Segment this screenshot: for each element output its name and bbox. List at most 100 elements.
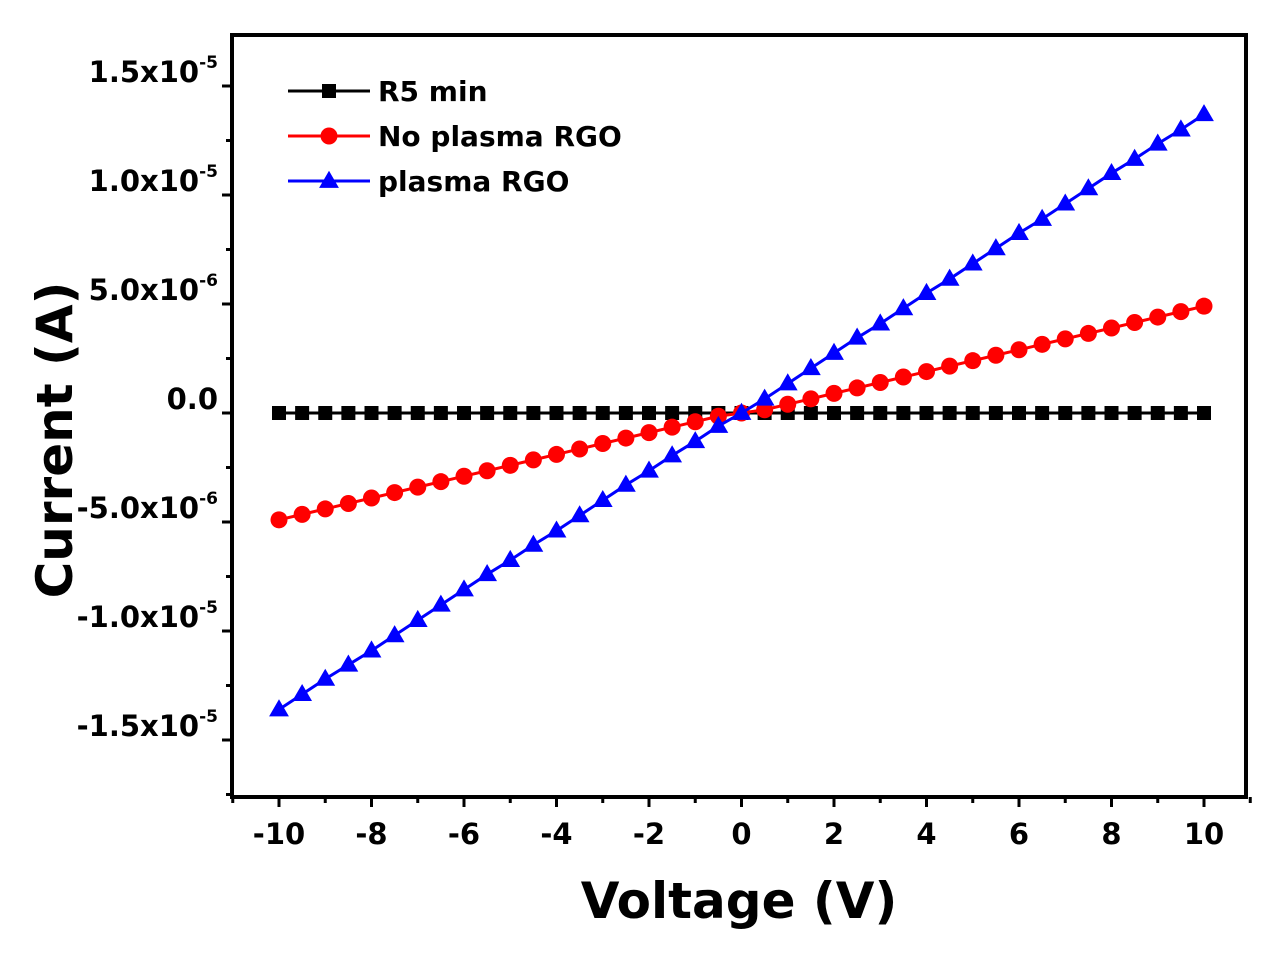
x-tick-label: 0 [731, 817, 751, 851]
series-1-point [409, 478, 427, 496]
series-0-point [410, 406, 425, 420]
series-2-point [1170, 119, 1191, 137]
series-1-point [293, 505, 311, 523]
series-2-point [847, 327, 868, 345]
y-tick-exponent: -6 [199, 271, 218, 291]
series-2-point [754, 388, 775, 406]
series-1-point [1033, 335, 1051, 353]
series-0-point [503, 406, 518, 420]
y-tick-exponent: -5 [199, 162, 218, 182]
series-2-point [569, 505, 590, 523]
series-1-point [987, 346, 1005, 364]
series-1-point [548, 445, 565, 463]
series-1-point [918, 363, 935, 381]
series-0-point [272, 406, 286, 420]
series-2-point [1032, 208, 1053, 226]
legend-label: No plasma RGO [378, 120, 622, 153]
series-1-point [594, 435, 612, 453]
series-0-point [665, 406, 680, 420]
series-2-point [546, 520, 567, 538]
series-2-point [615, 474, 636, 492]
y-tick-mantissa: 5.0x10 [89, 273, 199, 307]
series-2-point [384, 625, 405, 643]
series-0-point [919, 406, 934, 420]
x-tick-label: 4 [916, 817, 936, 851]
series-2-point [800, 358, 821, 376]
series-0-point [896, 406, 911, 420]
series-1-point [386, 484, 404, 502]
series-2-point [685, 431, 706, 449]
series-1-point [571, 440, 589, 458]
series-0-point [318, 406, 333, 420]
x-tick-label: -4 [540, 817, 572, 851]
y-tick-label: -1.5x10-5 [77, 707, 218, 743]
series-1-point [1172, 303, 1190, 321]
x-tick-label: -10 [253, 817, 305, 851]
y-tick-exponent: -5 [199, 707, 218, 727]
series-2-point [985, 238, 1006, 256]
series-0-point [387, 406, 402, 420]
x-tick-label: 6 [1009, 817, 1029, 851]
y-axis-ticks: 1.5x10-51.0x10-55.0x10-60.0-5.0x10-6-1.0… [77, 53, 232, 796]
series-2-point [893, 298, 914, 316]
series-2-point [777, 373, 798, 391]
series-0-point [1081, 406, 1096, 420]
series-1-point [1010, 341, 1028, 359]
series-2-point [477, 564, 498, 582]
y-tick-mantissa: -5.0x10 [77, 491, 199, 525]
y-tick-mantissa: 1.0x10 [89, 164, 199, 198]
series-0-point [480, 406, 495, 420]
series-2-point [824, 342, 844, 360]
series-0-point [942, 406, 957, 420]
legend-label: R5 min [378, 75, 488, 108]
plot-frame [230, 33, 1248, 799]
series-0-point [965, 406, 980, 420]
series-2-point [708, 415, 729, 433]
series-2-point [361, 640, 382, 658]
series-1-point [455, 467, 473, 485]
series-2-point [1055, 193, 1076, 211]
series-1-point [339, 494, 357, 512]
series-1-point [964, 352, 982, 370]
series-2-point [430, 594, 451, 612]
series-0-point [1197, 406, 1211, 420]
series-1-point [663, 418, 681, 436]
legend-marker [322, 84, 336, 98]
series-2-point [454, 579, 474, 597]
series-2-point [292, 683, 313, 702]
series-0-point [827, 406, 841, 420]
series-2-point [500, 549, 521, 567]
series-0-point [1150, 406, 1165, 420]
series-0-point [295, 406, 310, 420]
y-tick-label: 1.0x10-5 [89, 162, 218, 198]
y-tick-label: 1.5x10-5 [89, 53, 218, 89]
legend-marker [319, 170, 339, 188]
series-2-point [269, 699, 289, 717]
series-0-point [988, 406, 1003, 420]
series-1-point [686, 413, 704, 431]
series-0-point [341, 406, 356, 420]
series-1-point [802, 390, 820, 408]
series-0-point [1173, 406, 1188, 420]
series-layer [269, 104, 1214, 717]
series-2-point [1194, 104, 1214, 122]
series-0-point [1104, 406, 1119, 420]
series-0-point [873, 406, 888, 420]
x-tick-label: -2 [633, 817, 665, 851]
series-2-point [592, 489, 613, 508]
legend-marker [320, 127, 338, 145]
x-tick-label: 2 [824, 817, 844, 851]
series-1-point [1126, 314, 1144, 332]
series-0-point [595, 406, 610, 420]
series-0-point [803, 406, 818, 420]
y-tick-mantissa: -1.0x10 [77, 600, 199, 634]
y-tick-label: 0.0 [167, 382, 218, 416]
series-0-point [1035, 406, 1050, 420]
legend: R5 min No plasma RGO plasma RGO [288, 75, 622, 198]
x-axis-ticks: -10 -8 -6 -4 -2 0 2 4 6 8 10 [231, 797, 1252, 851]
y-tick-exponent: -6 [199, 489, 218, 509]
series-1-point [1149, 308, 1167, 326]
series-1-point [478, 462, 496, 480]
series-1-point [501, 456, 519, 474]
